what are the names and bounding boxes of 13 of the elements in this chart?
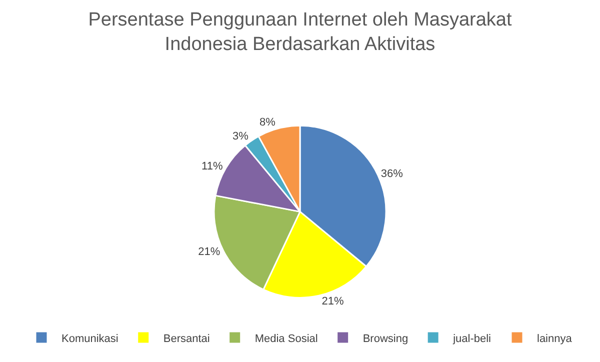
data-label: 21% xyxy=(322,295,344,308)
legend-label: Bersantai xyxy=(163,332,210,345)
chart-title: Persentase Penggunaan Internet oleh Masyarakat Indonesia Berdasarkan Aktivitas xyxy=(88,9,512,56)
legend-label: Komunikasi xyxy=(62,332,118,345)
data-label: 21% xyxy=(198,246,220,258)
data-label: 3% xyxy=(232,130,249,142)
legend-label: Media Sosial xyxy=(254,332,318,345)
data-label: 11% xyxy=(202,160,223,172)
legend-label: lainnya xyxy=(537,332,573,345)
legend-label: jual-beli xyxy=(452,332,491,345)
data-label: 36% xyxy=(380,168,404,180)
legend-label: Browsing xyxy=(362,332,408,345)
data-label: 8% xyxy=(259,116,276,129)
